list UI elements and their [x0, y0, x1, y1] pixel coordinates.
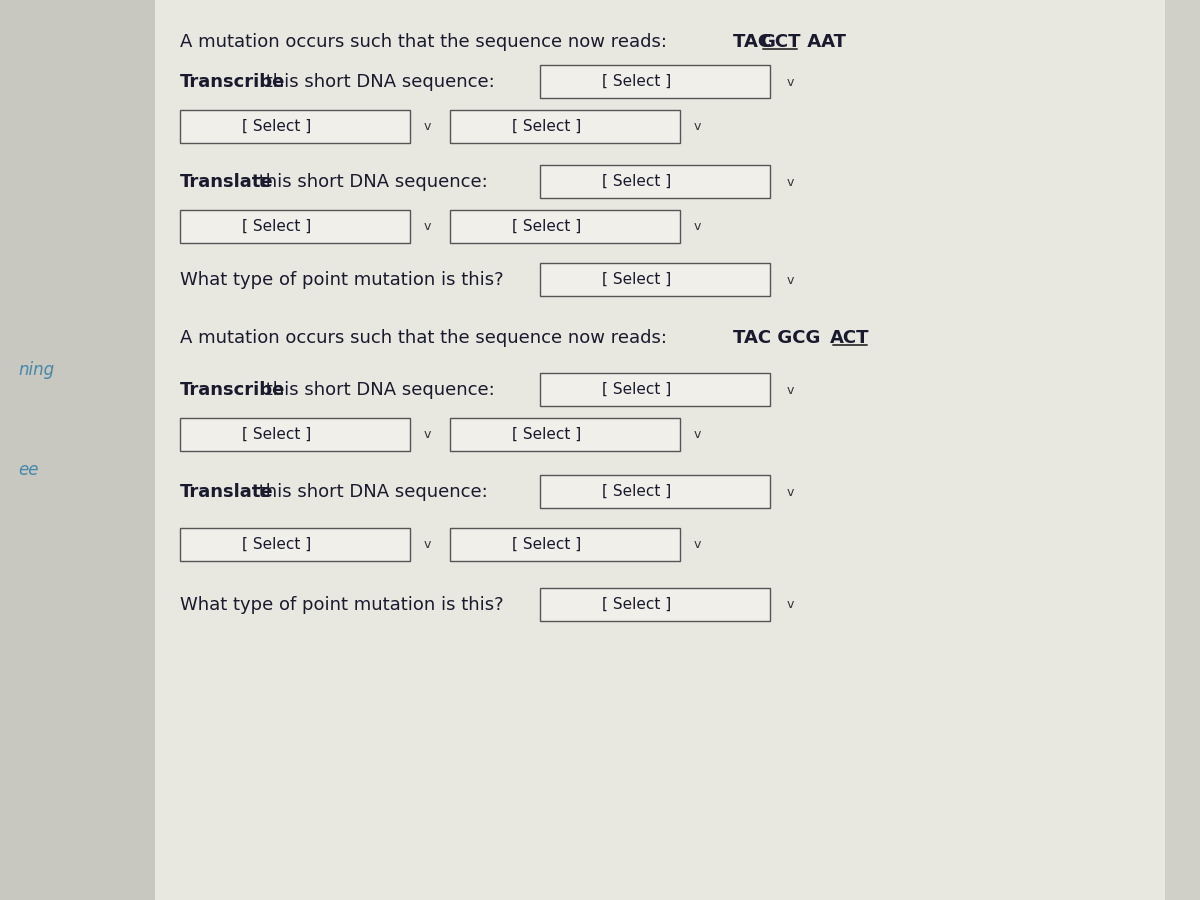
Text: ACT: ACT: [830, 329, 870, 347]
Text: v: v: [786, 485, 793, 499]
FancyBboxPatch shape: [180, 110, 410, 143]
Text: [ Select ]: [ Select ]: [242, 219, 311, 234]
Text: this short DNA sequence:: this short DNA sequence:: [260, 381, 494, 399]
Text: v: v: [786, 76, 793, 88]
Text: [ Select ]: [ Select ]: [512, 537, 581, 552]
Text: GCT: GCT: [760, 33, 800, 51]
Text: [ Select ]: [ Select ]: [602, 272, 671, 287]
Text: [ Select ]: [ Select ]: [602, 382, 671, 397]
Text: v: v: [786, 176, 793, 188]
Text: v: v: [424, 428, 431, 442]
FancyBboxPatch shape: [180, 418, 410, 451]
FancyBboxPatch shape: [540, 475, 770, 508]
Text: v: v: [694, 121, 701, 133]
Text: v: v: [694, 428, 701, 442]
FancyBboxPatch shape: [540, 65, 770, 98]
Text: Translate: Translate: [180, 483, 274, 501]
Text: [ Select ]: [ Select ]: [602, 484, 671, 499]
Text: What type of point mutation is this?: What type of point mutation is this?: [180, 271, 504, 289]
Text: [ Select ]: [ Select ]: [242, 537, 311, 552]
FancyBboxPatch shape: [540, 588, 770, 621]
Text: Transcribe: Transcribe: [180, 381, 286, 399]
FancyBboxPatch shape: [540, 263, 770, 296]
Text: this short DNA sequence:: this short DNA sequence:: [260, 73, 494, 91]
FancyBboxPatch shape: [0, 0, 155, 900]
Text: [ Select ]: [ Select ]: [512, 119, 581, 134]
FancyBboxPatch shape: [180, 528, 410, 561]
Text: A mutation occurs such that the sequence now reads:: A mutation occurs such that the sequence…: [180, 33, 673, 51]
Text: [ Select ]: [ Select ]: [602, 74, 671, 89]
Text: [ Select ]: [ Select ]: [512, 427, 581, 442]
FancyBboxPatch shape: [450, 110, 680, 143]
Text: v: v: [786, 274, 793, 286]
FancyBboxPatch shape: [180, 210, 410, 243]
Text: ee: ee: [18, 461, 38, 479]
Text: What type of point mutation is this?: What type of point mutation is this?: [180, 596, 504, 614]
FancyBboxPatch shape: [1165, 0, 1200, 900]
FancyBboxPatch shape: [540, 165, 770, 198]
FancyBboxPatch shape: [155, 0, 1165, 900]
FancyBboxPatch shape: [450, 528, 680, 561]
Text: [ Select ]: [ Select ]: [242, 119, 311, 134]
Text: this short DNA sequence:: this short DNA sequence:: [253, 173, 487, 191]
FancyBboxPatch shape: [450, 210, 680, 243]
Text: [ Select ]: [ Select ]: [512, 219, 581, 234]
Text: AAT: AAT: [802, 33, 846, 51]
FancyBboxPatch shape: [540, 373, 770, 406]
Text: v: v: [694, 538, 701, 552]
Text: v: v: [424, 220, 431, 233]
Text: TAC GCG: TAC GCG: [733, 329, 827, 347]
Text: Translate: Translate: [180, 173, 274, 191]
Text: v: v: [424, 121, 431, 133]
Text: v: v: [694, 220, 701, 233]
Text: this short DNA sequence:: this short DNA sequence:: [253, 483, 487, 501]
Text: [ Select ]: [ Select ]: [602, 174, 671, 189]
Text: Transcribe: Transcribe: [180, 73, 286, 91]
Text: v: v: [786, 383, 793, 397]
Text: [ Select ]: [ Select ]: [242, 427, 311, 442]
FancyBboxPatch shape: [450, 418, 680, 451]
Text: TAC: TAC: [733, 33, 778, 51]
Text: v: v: [424, 538, 431, 552]
Text: ning: ning: [18, 361, 54, 379]
Text: [ Select ]: [ Select ]: [602, 597, 671, 612]
Text: A mutation occurs such that the sequence now reads:: A mutation occurs such that the sequence…: [180, 329, 673, 347]
Text: v: v: [786, 598, 793, 611]
